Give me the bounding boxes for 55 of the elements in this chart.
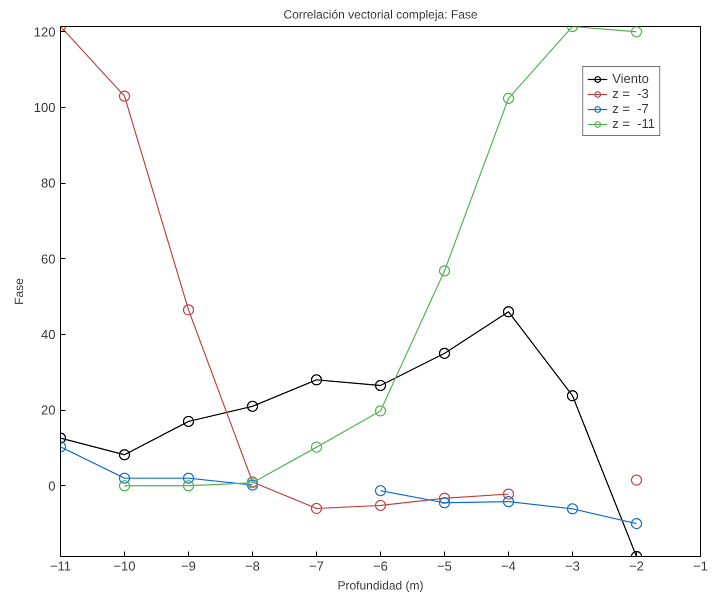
point (246, 479, 258, 491)
point (246, 400, 258, 412)
point (118, 472, 130, 484)
x-tick-label: −11 (50, 558, 72, 574)
point (566, 390, 578, 402)
point (310, 442, 322, 453)
point (310, 502, 322, 514)
point (182, 472, 194, 484)
y-axis-title: Fase (12, 278, 26, 305)
x-tick-label: −1 (693, 558, 708, 574)
point (566, 503, 578, 514)
y-tick-label: 60 (41, 251, 56, 266)
point (438, 348, 450, 359)
x-tick-label: −4 (501, 558, 516, 574)
y-tick-label: 120 (34, 24, 56, 40)
point (182, 480, 194, 492)
x-tick-label: −8 (245, 558, 260, 574)
point (630, 26, 642, 38)
legend-label: Viento (612, 71, 649, 86)
x-tick-label: −3 (565, 558, 580, 574)
point (374, 405, 386, 416)
point (502, 488, 514, 500)
y-tick-label: 40 (41, 326, 56, 342)
x-tick-label: −2 (629, 558, 644, 574)
point (502, 496, 514, 508)
point (502, 306, 514, 318)
y-tick-label: 20 (41, 402, 56, 418)
point (502, 92, 514, 104)
point (630, 474, 642, 486)
point (118, 480, 130, 492)
x-axis-title: Profundidad (m) (337, 578, 424, 592)
x-tick-label: −7 (309, 558, 324, 574)
point (630, 518, 642, 530)
point (438, 497, 450, 508)
x-tick-label: −6 (373, 558, 388, 574)
point (374, 500, 386, 512)
legend-label: z = -11 (612, 116, 655, 131)
point (374, 380, 386, 392)
point (118, 449, 130, 460)
point (374, 485, 386, 496)
chart-title: Correlación vectorial compleja: Fase (283, 8, 478, 22)
legend-label: z = -7 (612, 101, 649, 116)
point (438, 492, 450, 504)
legend-label: z = -3 (612, 86, 649, 101)
x-tick-label: −5 (437, 558, 452, 574)
point (438, 265, 450, 276)
y-tick-label: 0 (48, 478, 56, 494)
x-tick-label: −10 (113, 558, 136, 574)
point (182, 416, 194, 428)
x-tick-label: −9 (181, 558, 196, 574)
y-tick-label: 80 (41, 176, 56, 191)
point (310, 374, 322, 386)
point (118, 90, 130, 102)
point (182, 304, 194, 316)
y-tick-label: 100 (34, 100, 56, 115)
